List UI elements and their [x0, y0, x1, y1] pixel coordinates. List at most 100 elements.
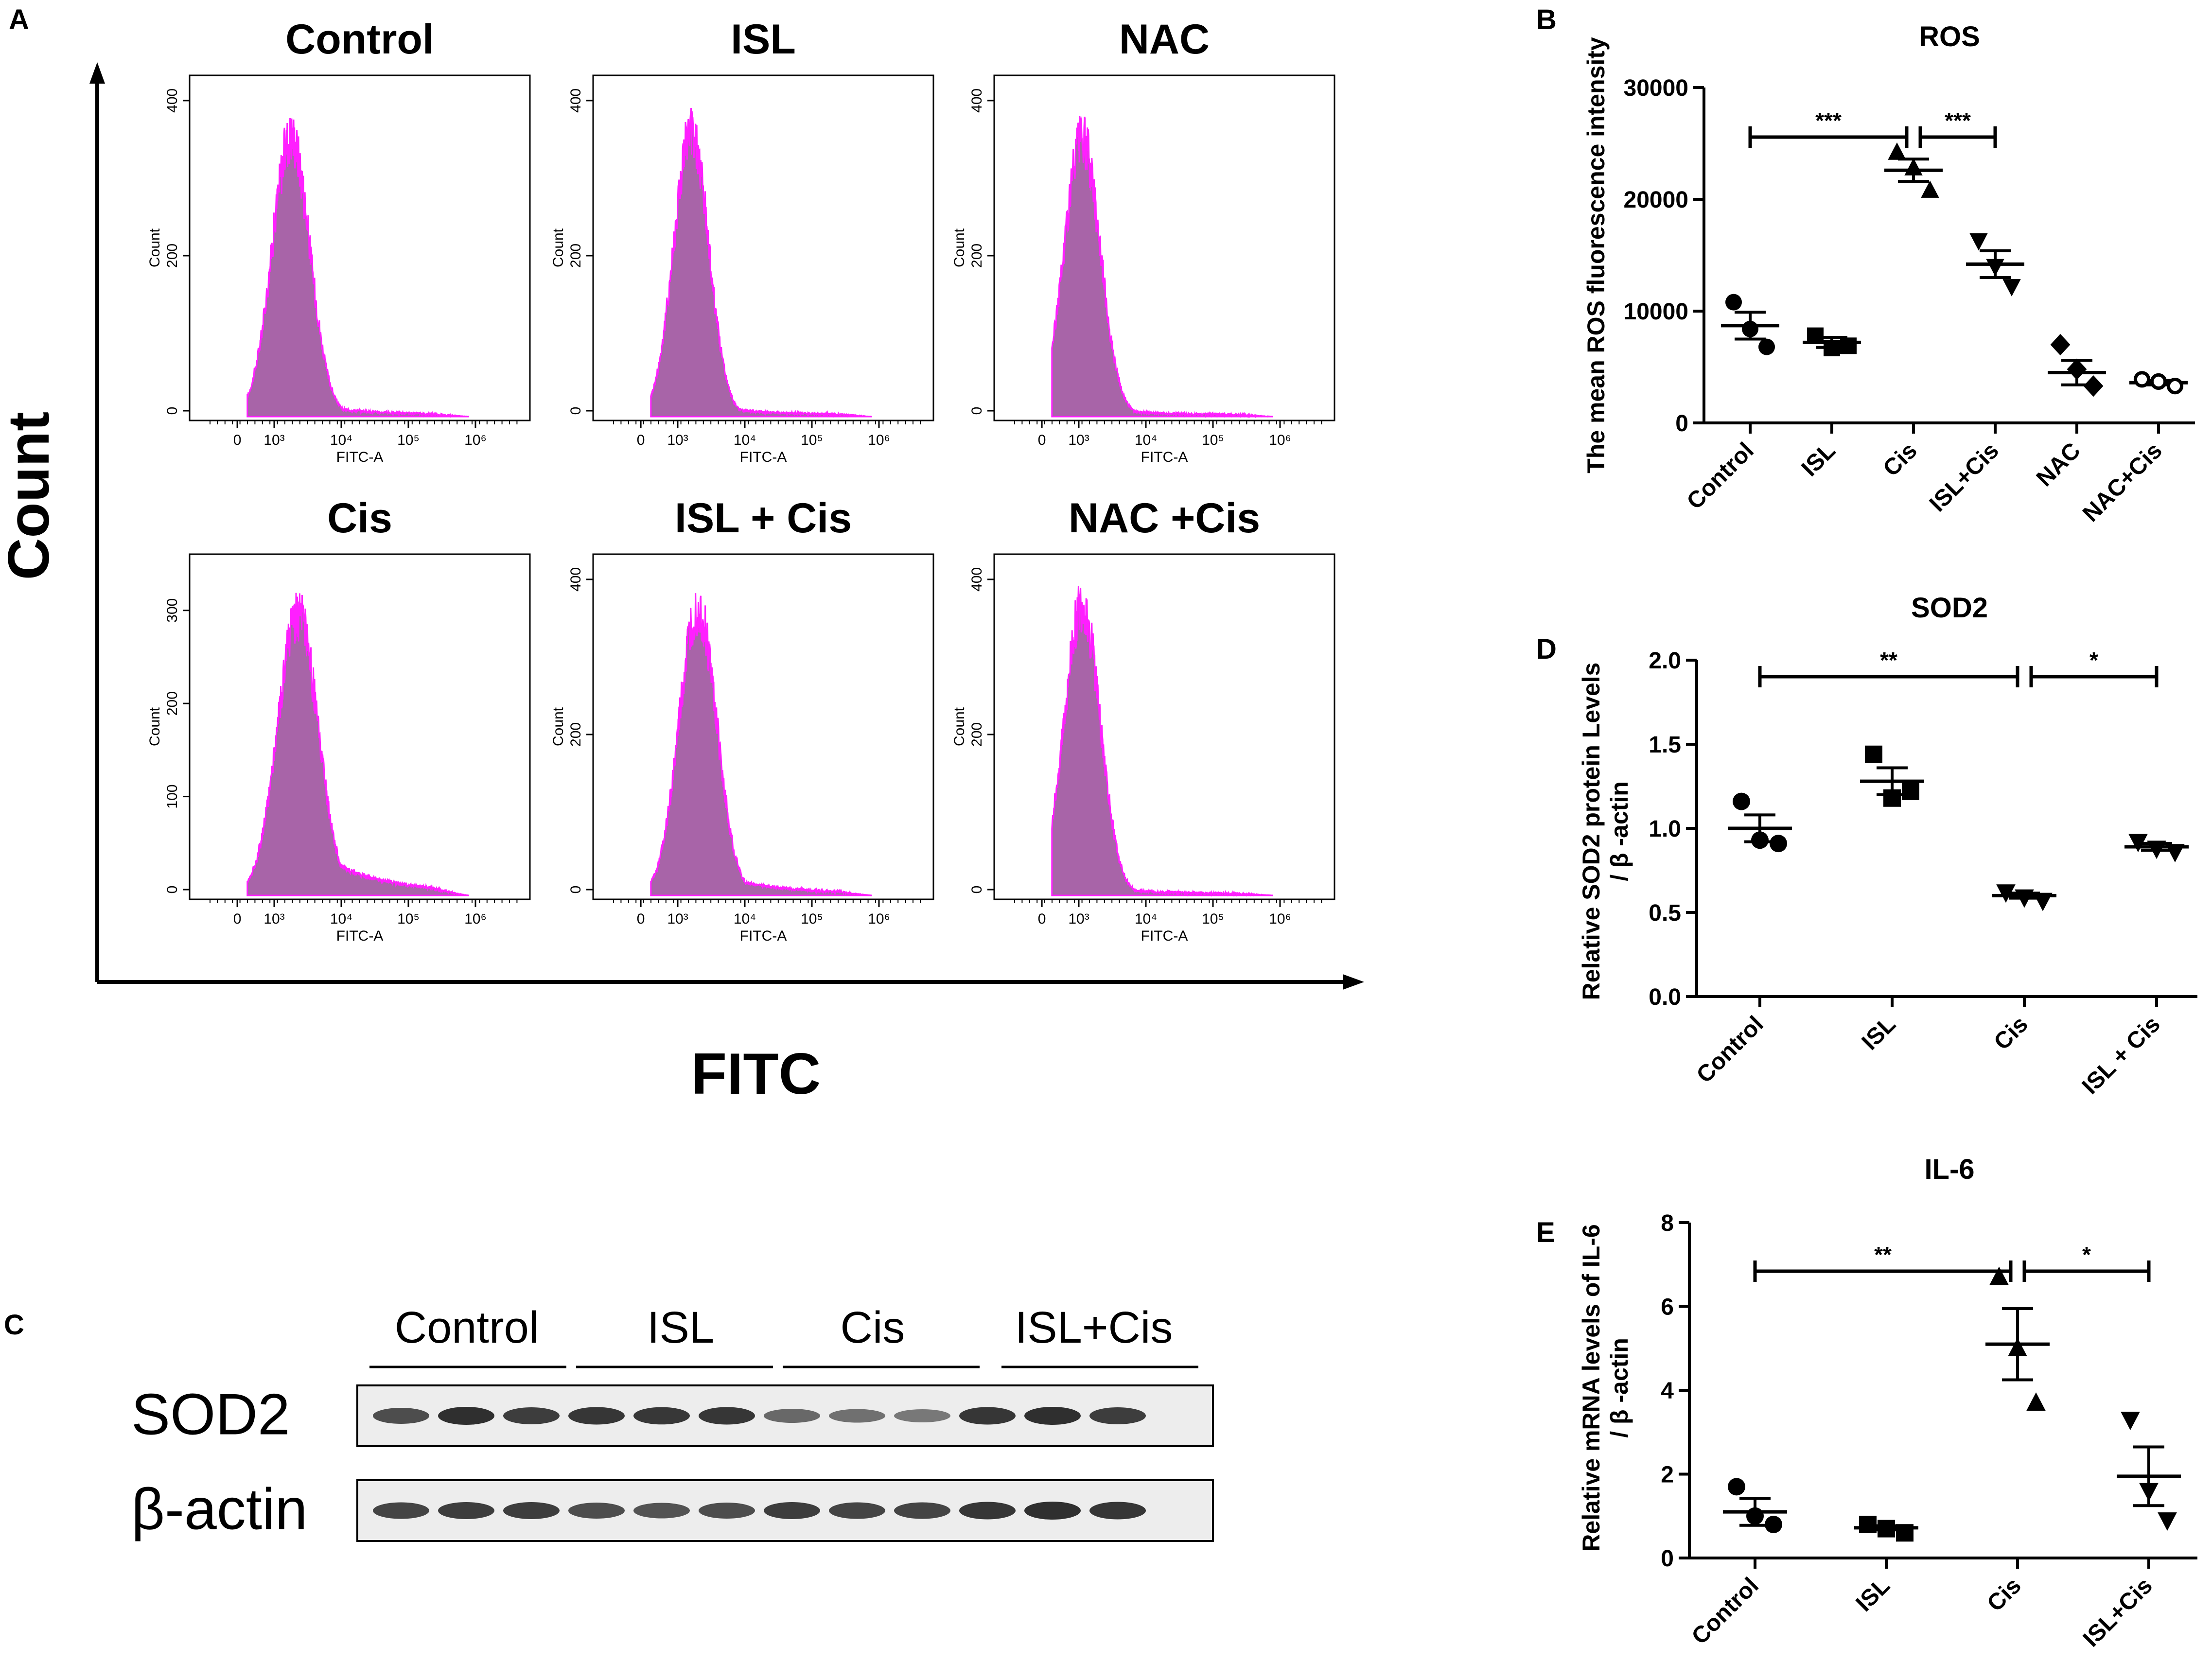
blot-band — [1089, 1502, 1146, 1520]
data-point-square — [1865, 745, 1882, 763]
x-tick-label: 10⁶ — [1269, 432, 1291, 448]
histogram-frame — [189, 553, 531, 900]
y-axis-label: / β -actin — [1606, 1338, 1633, 1438]
y-tick-label: 200 — [969, 244, 985, 268]
chart-title: IL-6 — [1924, 1154, 1974, 1185]
data-point-circle — [1725, 294, 1742, 311]
data-point-square — [1883, 789, 1901, 807]
big-y-axis-arrow — [89, 62, 105, 84]
x-axis-label: FITC-A — [1141, 449, 1188, 465]
data-point-triangle-down — [2015, 889, 2034, 908]
y-axis-label: Count — [147, 707, 163, 746]
data-point-square — [1824, 339, 1840, 356]
x-tick-label: Cis — [1878, 438, 1922, 481]
data-point-triangle-down — [1969, 233, 1988, 251]
x-tick-label: 10⁴ — [734, 911, 756, 927]
x-tick-label: 10⁵ — [801, 432, 823, 448]
blot-band — [568, 1407, 625, 1425]
x-tick-label: Cis — [1989, 1011, 2033, 1055]
histogram-frame — [189, 74, 531, 421]
data-point-square — [1878, 1520, 1895, 1538]
x-tick-label: NAC+Cis — [2078, 438, 2167, 527]
x-tick-label: 10⁴ — [1135, 432, 1157, 448]
x-tick-label: ISL — [1851, 1573, 1895, 1616]
histogram-5: ISL + Cis 0 200 400 Count 0 10³ 10⁴ 10⁵ 10⁶ FITC-A — [550, 495, 934, 944]
y-tick-label: 400 — [568, 88, 584, 113]
blot-band — [894, 1502, 950, 1519]
x-tick-label: 0 — [1038, 911, 1046, 927]
data-point-circle — [1742, 320, 1758, 337]
data-point-circle-open — [2166, 378, 2184, 395]
x-tick-label: 0 — [1038, 432, 1046, 448]
x-tick-label: 10⁶ — [464, 911, 487, 927]
x-tick-label: 10⁴ — [1135, 911, 1157, 927]
data-point-triangle-up — [1921, 180, 1939, 198]
y-axis-label: Count — [951, 707, 967, 746]
y-tick-label: 400 — [164, 88, 180, 113]
chart-title: SOD2 — [1911, 592, 1988, 624]
histogram-3: NAC 0 200 400 Count 0 10³ 10⁴ 10⁵ 10⁶ FITC-A — [951, 16, 1335, 465]
y-tick-label: 0 — [164, 886, 180, 894]
x-tick-label: 10⁶ — [1269, 911, 1291, 927]
data-point-triangle-up — [1904, 158, 1923, 175]
x-tick-label: 10⁴ — [330, 432, 352, 448]
blot-band — [1089, 1407, 1146, 1424]
blot-band — [568, 1503, 625, 1519]
significance-label: ** — [1874, 1242, 1892, 1267]
y-tick-label: 8 — [1661, 1210, 1674, 1236]
y-axis-label: Count — [147, 228, 163, 267]
x-tick-label: 10⁵ — [801, 911, 823, 927]
significance-label: * — [2089, 648, 2098, 673]
blot-band — [503, 1502, 560, 1519]
y-axis-label: Count — [550, 707, 566, 746]
y-tick-label: 200 — [969, 722, 985, 747]
y-axis-label: Relative mRNA levels of IL-6 — [1578, 1224, 1605, 1551]
histogram-area — [246, 593, 470, 896]
y-tick-label: 4 — [1661, 1378, 1674, 1404]
x-tick-label: 10⁵ — [1202, 911, 1224, 927]
data-point-square — [1859, 1516, 1877, 1533]
histogram-frame — [592, 74, 934, 421]
data-point-square — [1896, 1524, 1914, 1542]
x-axis-label: FITC-A — [336, 928, 384, 944]
x-tick-label: NAC — [2032, 438, 2086, 491]
panel-a-x-title: FITC — [691, 1041, 821, 1106]
y-tick-label: 400 — [568, 567, 584, 592]
significance-label: *** — [1815, 108, 1842, 133]
x-axis-label: FITC-A — [1141, 928, 1188, 944]
blot-band — [829, 1502, 885, 1519]
data-point-circle-open — [2150, 373, 2167, 390]
panel-label-b: B — [1536, 4, 1557, 35]
panel-label-c: C — [4, 1309, 24, 1341]
x-tick-label: ISL — [1857, 1011, 1901, 1055]
y-tick-label: 10000 — [1624, 299, 1688, 325]
x-tick-label: 10³ — [667, 911, 688, 927]
data-point-square — [1840, 337, 1857, 354]
histogram-area — [1051, 116, 1273, 419]
blot-band — [1024, 1502, 1081, 1520]
x-tick-label: ISL+Cis — [2078, 1573, 2158, 1652]
data-point-triangle-down — [2033, 893, 2053, 911]
blot-band — [633, 1407, 690, 1425]
data-point-circle-open — [2133, 371, 2151, 388]
data-point-circle — [1758, 338, 1775, 355]
histogram-frame — [993, 74, 1335, 421]
data-point-circle — [1728, 1478, 1745, 1496]
chart-title: ROS — [1919, 21, 1980, 53]
y-tick-label: 400 — [969, 567, 985, 592]
histogram-title: ISL — [731, 16, 796, 63]
blot-group-label: ISL — [647, 1303, 714, 1352]
y-tick-label: 1.5 — [1649, 732, 1681, 758]
y-tick-label: 2 — [1661, 1462, 1674, 1488]
x-tick-label: ISL + Cis — [2077, 1011, 2165, 1099]
data-point-triangle-down — [2165, 844, 2185, 863]
x-tick-label: 10⁶ — [868, 432, 890, 448]
x-axis-label: FITC-A — [740, 449, 787, 465]
data-point-circle — [1770, 835, 1787, 853]
blot-band — [764, 1502, 820, 1519]
y-tick-label: 6 — [1661, 1295, 1674, 1320]
blot-band — [438, 1407, 494, 1425]
x-tick-label: 10⁴ — [734, 432, 756, 448]
x-tick-label: 10³ — [1068, 911, 1089, 927]
